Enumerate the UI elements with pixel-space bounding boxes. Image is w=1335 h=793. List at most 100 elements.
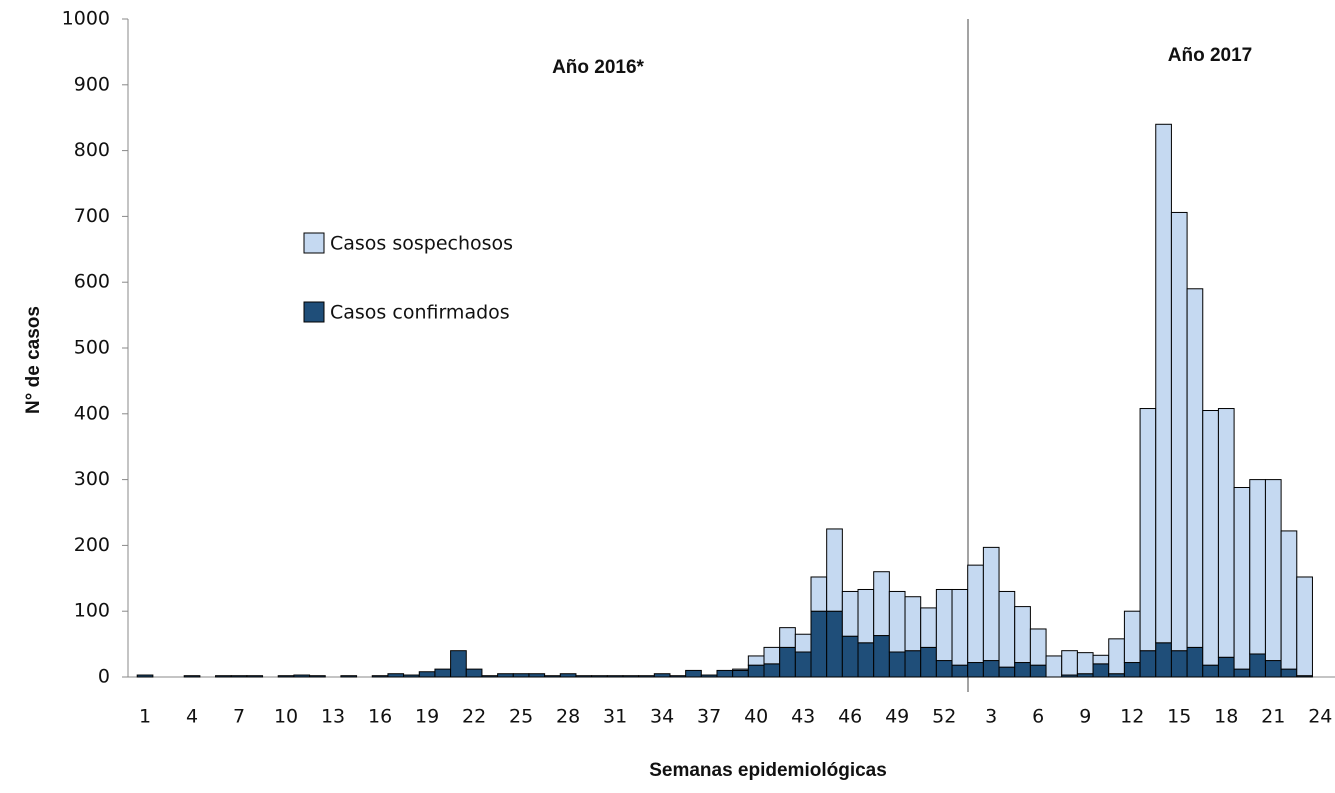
bar-segment: [826, 528, 843, 612]
bar-segment: [1186, 288, 1204, 648]
bar-segment: [810, 610, 828, 678]
y-tick-label: 800: [74, 139, 110, 161]
x-tick-label: 22: [462, 706, 486, 728]
bar-segment: [1139, 408, 1157, 652]
bar-segment: [1249, 479, 1266, 655]
bar-segment: [1155, 123, 1172, 644]
y-tick-label: 300: [74, 468, 110, 490]
bar-segment: [1249, 653, 1266, 678]
bar-segment: [481, 675, 499, 678]
bar-segment: [1014, 606, 1031, 664]
bar-segment: [1264, 660, 1282, 678]
bar-segment: [1217, 656, 1235, 678]
bar-segment: [716, 669, 734, 678]
bar-segment: [1186, 646, 1204, 678]
bar-segment: [763, 646, 781, 665]
x-tick-label: 52: [932, 706, 956, 728]
bar-segment: [1296, 576, 1313, 677]
bar-segment: [1123, 662, 1141, 678]
bar-segment: [1233, 668, 1251, 678]
bar-segment: [653, 673, 671, 678]
bar-segment: [450, 650, 467, 678]
bar-segment: [998, 590, 1016, 668]
bar-segment: [136, 674, 154, 678]
x-tick-label: 21: [1261, 706, 1285, 728]
legend-label: Casos sospechosos: [330, 233, 513, 255]
bar-segment: [293, 674, 311, 678]
bar-segment: [591, 675, 608, 678]
bar-segment: [904, 650, 922, 678]
x-tick-label: 6: [1032, 706, 1044, 728]
bar-segment: [606, 675, 624, 678]
bar-segment: [512, 673, 530, 678]
bar-segment: [1217, 408, 1235, 658]
bar-segment: [1202, 664, 1219, 678]
bar-segment: [967, 564, 984, 664]
bar-segment: [920, 646, 937, 678]
bar-segment: [951, 664, 969, 678]
bar-segment: [732, 669, 749, 678]
bar-segment: [732, 668, 749, 671]
bar-segment: [700, 674, 718, 678]
bar-segment: [1139, 650, 1157, 678]
bar-segment: [575, 675, 593, 678]
bar-segment: [982, 660, 1000, 678]
bar-segment: [669, 675, 687, 678]
x-tick-label: 10: [274, 706, 298, 728]
bar-segment: [998, 666, 1016, 678]
bar-segment: [1280, 668, 1298, 678]
bar-segment: [1092, 663, 1110, 678]
x-tick-label: 7: [233, 706, 245, 728]
bar-segment: [982, 546, 1000, 662]
bar-segment: [544, 675, 561, 678]
bar-segment: [935, 588, 953, 662]
x-tick-label: 13: [321, 706, 345, 728]
bar-segment: [873, 571, 890, 637]
x-tick-label: 43: [791, 706, 815, 728]
bar-segment: [1092, 654, 1110, 665]
bar-segment: [528, 673, 546, 678]
bar-segment: [1045, 655, 1063, 678]
x-tick-label: 4: [186, 706, 198, 728]
bar-segment: [794, 651, 812, 678]
bar-segment: [873, 635, 890, 678]
x-tick-label: 24: [1308, 706, 1332, 728]
bar-segment: [309, 675, 326, 678]
x-tick-label: 12: [1120, 706, 1144, 728]
bar-segment: [747, 664, 765, 678]
bar-segment: [935, 660, 953, 678]
x-tick-label: 37: [697, 706, 721, 728]
y-tick-label: 700: [74, 205, 110, 227]
bar-segment: [841, 635, 859, 678]
bar-segment: [1155, 642, 1172, 678]
annotation: Año 2017: [1168, 45, 1252, 66]
legend-swatch: [303, 301, 325, 323]
x-tick-label: 46: [838, 706, 862, 728]
bar-segment: [1014, 662, 1031, 678]
x-tick-label: 16: [368, 706, 392, 728]
y-tick-label: 400: [74, 402, 110, 424]
bar-segment: [857, 588, 875, 644]
x-axis-label: Semanas epidemiológicas: [649, 760, 887, 781]
bar-segment: [1076, 652, 1094, 675]
bar-segment: [779, 646, 796, 678]
x-tick-label: 34: [650, 706, 674, 728]
bar-segment: [497, 673, 514, 678]
y-tick-label: 1000: [62, 8, 110, 30]
bar-segment: [215, 675, 232, 678]
x-tick-label: 15: [1167, 706, 1191, 728]
x-tick-label: 9: [1079, 706, 1091, 728]
bar-segment: [951, 588, 969, 666]
bar-segment: [622, 675, 640, 678]
bar-segment: [1170, 650, 1188, 678]
x-tick-label: 31: [603, 706, 627, 728]
bar-segment: [1280, 530, 1298, 670]
bar-segment: [826, 610, 843, 678]
bar-segment: [1029, 664, 1047, 678]
bar-segment: [904, 596, 922, 652]
annotation: Año 2016*: [552, 57, 644, 78]
y-tick-label: 600: [74, 271, 110, 293]
y-tick-label: 100: [74, 600, 110, 622]
bar-segment: [888, 651, 906, 678]
bar-segment: [763, 663, 781, 678]
